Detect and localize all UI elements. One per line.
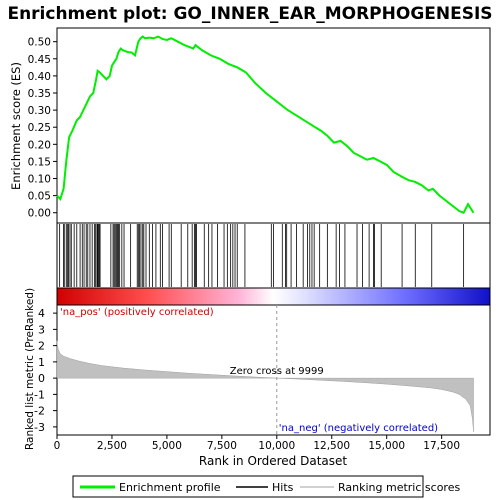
hit-markers <box>59 224 465 287</box>
es-y-tick-label: 0.15 <box>28 156 51 168</box>
es-y-tick-label: 0.05 <box>28 191 51 203</box>
zero-cross-label: Zero cross at 9999 <box>230 366 324 377</box>
es-plot-area <box>56 27 491 224</box>
metric-y-axis: -3 -2 -1 0 1 2 3 4 <box>34 307 57 434</box>
x-tick-label: 10,000 <box>258 440 295 452</box>
es-y-tick-label: 0.45 <box>28 54 51 66</box>
chart-title: Enrichment plot: GO_INNER_EAR_MORPHOGENE… <box>7 4 492 24</box>
es-y-tick-label: 0.10 <box>28 174 51 186</box>
es-y-tick-label: 0.30 <box>28 105 51 117</box>
x-tick-label: 15,000 <box>368 440 405 452</box>
x-tick-label: 7,500 <box>207 440 237 452</box>
legend-label-enrichment: Enrichment profile <box>119 481 221 494</box>
metric-y-tick-label: 0 <box>38 372 45 385</box>
metric-y-axis-label: Ranked list metric (PreRanked) <box>24 288 36 450</box>
legend: Enrichment profile Hits Ranking metric s… <box>72 475 460 498</box>
metric-y-tick-label: 4 <box>38 307 45 320</box>
es-y-tick-label: 0.35 <box>28 88 51 100</box>
ranking-metric-area <box>56 340 474 432</box>
metric-y-tick-label: -3 <box>34 421 45 434</box>
legend-label-ranking: Ranking metric scores <box>338 481 460 494</box>
x-tick-label: 0 <box>54 440 61 452</box>
ranking-gradient-bar <box>56 287 491 306</box>
label-positive: 'na_pos' (positively correlated) <box>60 307 214 318</box>
x-axis-label: Rank in Ordered Dataset <box>199 454 347 468</box>
es-y-tick-label: 0.00 <box>28 208 51 220</box>
es-panel: 0.00 0.05 0.10 0.15 0.20 0.25 0.30 0.35 0.40 0.45… <box>9 27 491 224</box>
label-negative: 'na_neg' (negatively correlated) <box>279 423 438 434</box>
es-y-tick-label: 0.20 <box>28 139 51 151</box>
es-y-tick-label: 0.40 <box>28 71 51 83</box>
hits-panel <box>56 222 491 289</box>
x-tick-label: 17,500 <box>423 440 460 452</box>
x-axis: 0 2,500 5,000 7,500 10,000 12,500 15,000 17,500 <box>54 435 460 452</box>
metric-y-tick-label: 2 <box>38 340 45 353</box>
metric-y-tick-label: -1 <box>34 388 45 401</box>
metric-y-tick-label: -2 <box>34 405 45 418</box>
x-tick-label: 5,000 <box>152 440 182 452</box>
es-y-axis-label: Enrichment score (ES) <box>9 62 23 190</box>
es-y-tick-label: 0.25 <box>28 122 51 134</box>
x-tick-label: 2,500 <box>97 440 127 452</box>
metric-panel: -3 -2 -1 0 1 2 3 4 'na_pos' (positively correla… <box>24 288 491 450</box>
metric-y-tick-label: 3 <box>38 323 45 336</box>
metric-y-tick-label: 1 <box>38 356 45 369</box>
es-y-tick-label: 0.50 <box>28 37 51 49</box>
x-tick-label: 12,500 <box>313 440 350 452</box>
es-y-axis: 0.00 0.05 0.10 0.15 0.20 0.25 0.30 0.35 0.40 0.45… <box>28 37 57 220</box>
enrichment-profile-line <box>56 35 475 214</box>
legend-label-hits: Hits <box>272 481 294 494</box>
